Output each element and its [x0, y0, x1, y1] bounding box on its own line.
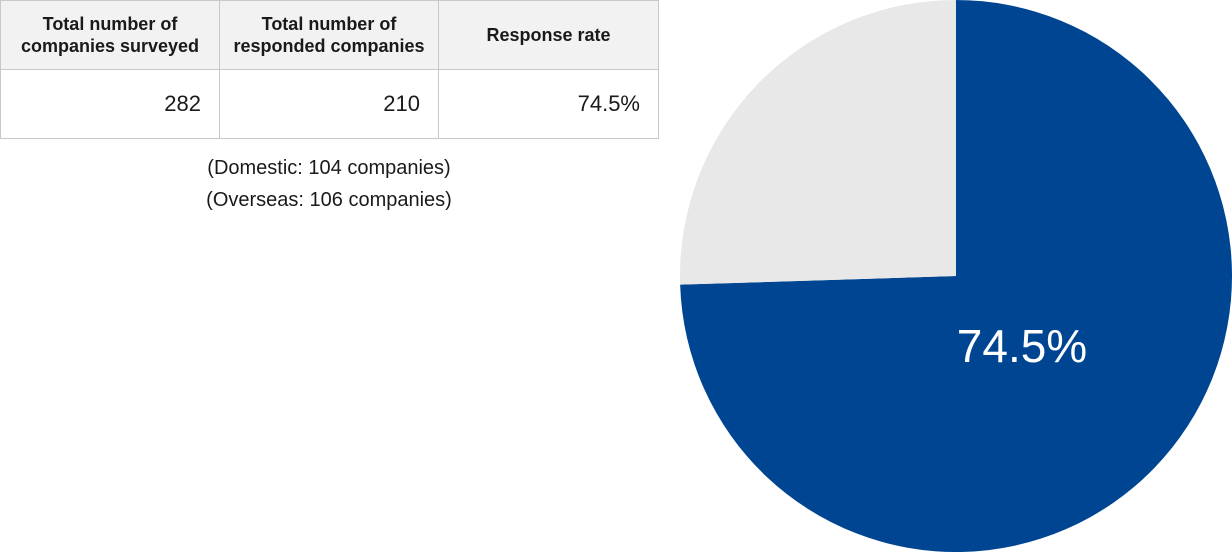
- survey-table: Total number of companies surveyed Total…: [0, 0, 659, 139]
- domestic-note: (Domestic: 104 companies): [207, 157, 451, 179]
- pie-slice-responded: [680, 0, 1232, 552]
- table-row: 282 210 74.5%: [0, 69, 659, 139]
- response-rate-pie-chart: 74.5%: [676, 0, 1232, 552]
- header-total-responded: Total number of responded companies: [219, 0, 439, 70]
- pie-data-label: 74.5%: [957, 320, 1087, 372]
- respondent-breakdown: (Domestic: 104 companies) (Overseas: 106…: [0, 152, 658, 216]
- pie-svg: 74.5%: [680, 0, 1232, 552]
- table-header-row: Total number of companies surveyed Total…: [0, 0, 659, 70]
- header-response-rate: Response rate: [438, 0, 659, 70]
- header-total-surveyed: Total number of companies surveyed: [0, 0, 220, 70]
- overseas-note: (Overseas: 106 companies): [206, 189, 452, 211]
- value-total-surveyed: 282: [0, 69, 220, 139]
- value-response-rate: 74.5%: [438, 69, 659, 139]
- value-total-responded: 210: [219, 69, 439, 139]
- pie-slice-not-responded: [680, 0, 956, 285]
